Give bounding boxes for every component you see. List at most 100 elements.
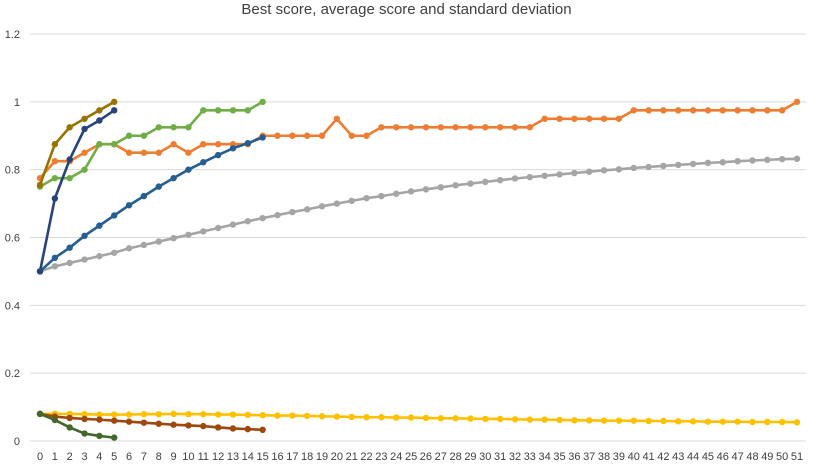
data-point: [600, 167, 608, 174]
data-point: [422, 414, 430, 422]
y-tick-label: 0.2: [5, 368, 20, 380]
data-point: [630, 164, 637, 172]
data-point: [630, 417, 637, 424]
data-point: [556, 115, 563, 122]
data-point: [66, 174, 73, 182]
data-point: [393, 124, 400, 131]
data-point: [140, 411, 148, 418]
data-point: [719, 159, 726, 166]
data-point: [125, 202, 133, 209]
data-point: [81, 415, 88, 423]
data-point: [437, 184, 444, 191]
x-tick-label: 30: [479, 451, 491, 463]
data-point: [289, 412, 296, 419]
x-tick-label: 22: [360, 451, 372, 463]
series-1: [36, 155, 801, 275]
data-point: [615, 166, 623, 173]
data-point: [645, 107, 652, 114]
x-tick-label: 27: [435, 451, 447, 463]
x-tick-label: 1: [52, 451, 58, 463]
data-point: [615, 115, 623, 122]
data-point: [749, 107, 756, 114]
data-point: [318, 413, 326, 420]
data-point: [630, 107, 637, 114]
data-point: [111, 141, 118, 148]
data-point: [200, 411, 207, 418]
data-point: [526, 173, 534, 181]
data-point: [96, 432, 103, 440]
data-point: [793, 155, 801, 163]
x-tick-label: 26: [420, 451, 432, 463]
data-point: [170, 421, 177, 428]
series-6: [36, 98, 118, 189]
data-point: [81, 115, 88, 122]
x-tick-label: 31: [494, 451, 506, 463]
data-point: [36, 410, 44, 418]
data-point: [51, 157, 59, 165]
series-line-1: [39, 157, 798, 273]
data-point: [96, 416, 103, 423]
data-point: [348, 197, 355, 205]
data-point: [81, 166, 88, 173]
x-tick-label: 2: [67, 451, 73, 463]
x-tick-label: 13: [227, 451, 239, 463]
data-point: [333, 413, 341, 420]
x-tick-label: 43: [672, 451, 684, 463]
data-point: [155, 420, 162, 427]
data-point: [259, 98, 266, 106]
x-tick-label: 35: [553, 451, 565, 463]
data-point: [36, 181, 44, 189]
x-tick-label: 36: [568, 451, 580, 463]
data-point: [259, 214, 266, 222]
x-tick-label: 41: [642, 451, 654, 463]
x-tick-label: 16: [271, 451, 283, 463]
data-point: [645, 163, 652, 171]
data-point: [214, 141, 222, 148]
x-tick-label: 5: [111, 451, 117, 463]
x-tick-label: 10: [182, 451, 194, 463]
x-tick-label: 44: [687, 451, 699, 463]
data-point: [170, 141, 177, 148]
x-tick-label: 50: [776, 451, 788, 463]
data-point: [422, 186, 430, 193]
data-point: [482, 124, 489, 131]
data-point: [155, 411, 162, 418]
data-point: [51, 254, 59, 262]
data-point: [140, 419, 148, 426]
x-tick-label: 4: [96, 451, 102, 463]
data-point: [200, 228, 207, 235]
data-point: [170, 410, 177, 418]
y-tick-label: 0.6: [5, 233, 20, 245]
data-point: [214, 411, 222, 418]
data-point: [170, 234, 177, 242]
data-point: [526, 124, 534, 131]
x-tick-label: 6: [126, 451, 132, 463]
data-point: [778, 107, 786, 114]
data-point: [318, 132, 326, 139]
x-tick-label: 23: [375, 451, 387, 463]
data-point: [96, 107, 103, 114]
data-point: [66, 124, 73, 131]
x-tick-label: 0: [37, 451, 43, 463]
data-point: [81, 149, 88, 156]
data-point: [437, 124, 444, 131]
data-point: [496, 176, 504, 184]
y-tick-label: 0: [14, 436, 20, 448]
data-point: [675, 418, 682, 425]
data-point: [96, 141, 103, 148]
series-2: [36, 410, 801, 426]
data-point: [229, 107, 237, 114]
x-tick-label: 28: [449, 451, 461, 463]
y-tick-label: 1.2: [5, 29, 20, 41]
y-tick-label: 0.8: [5, 165, 20, 177]
data-point: [140, 149, 148, 156]
data-point: [615, 417, 623, 424]
data-point: [363, 132, 370, 139]
data-point: [229, 425, 237, 432]
x-tick-label: 33: [524, 451, 536, 463]
data-point: [749, 157, 756, 164]
data-point: [660, 162, 667, 170]
data-point: [51, 141, 59, 148]
x-tick-label: 15: [257, 451, 269, 463]
data-point: [511, 175, 519, 182]
